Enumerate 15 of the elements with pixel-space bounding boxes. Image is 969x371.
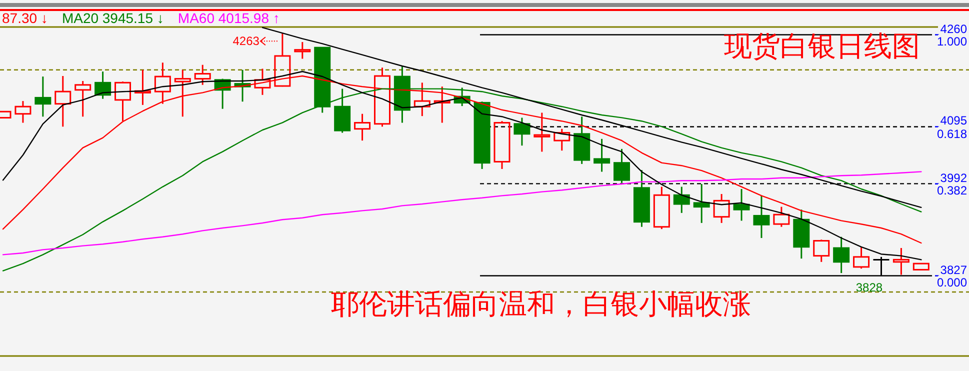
y-tick-label: 4095 — [940, 114, 968, 128]
annotation: 3828 — [856, 280, 883, 294]
annotation: 4263 — [232, 34, 260, 48]
chart-title: 现货白银日线图 — [724, 32, 920, 62]
y-tick-label: 4260 — [940, 22, 968, 36]
y2-tick-label: 1.000 — [936, 34, 968, 49]
text: MA20 3945.15 ↓ — [62, 10, 164, 26]
y2-tick-label: 0.000 — [936, 276, 968, 290]
text: MA60 4015.98 ↑ — [178, 10, 280, 26]
text: 耶伦讲话偏向温和，白银小幅收涨 — [331, 290, 751, 320]
y2-tick-label: 0.382 — [936, 184, 968, 198]
y-tick-label: 3827 — [940, 262, 968, 277]
y2-tick-label: 0.618 — [936, 126, 968, 141]
text: 87.30 ↓ — [2, 10, 48, 26]
y-tick-label: 3992 — [940, 170, 968, 185]
